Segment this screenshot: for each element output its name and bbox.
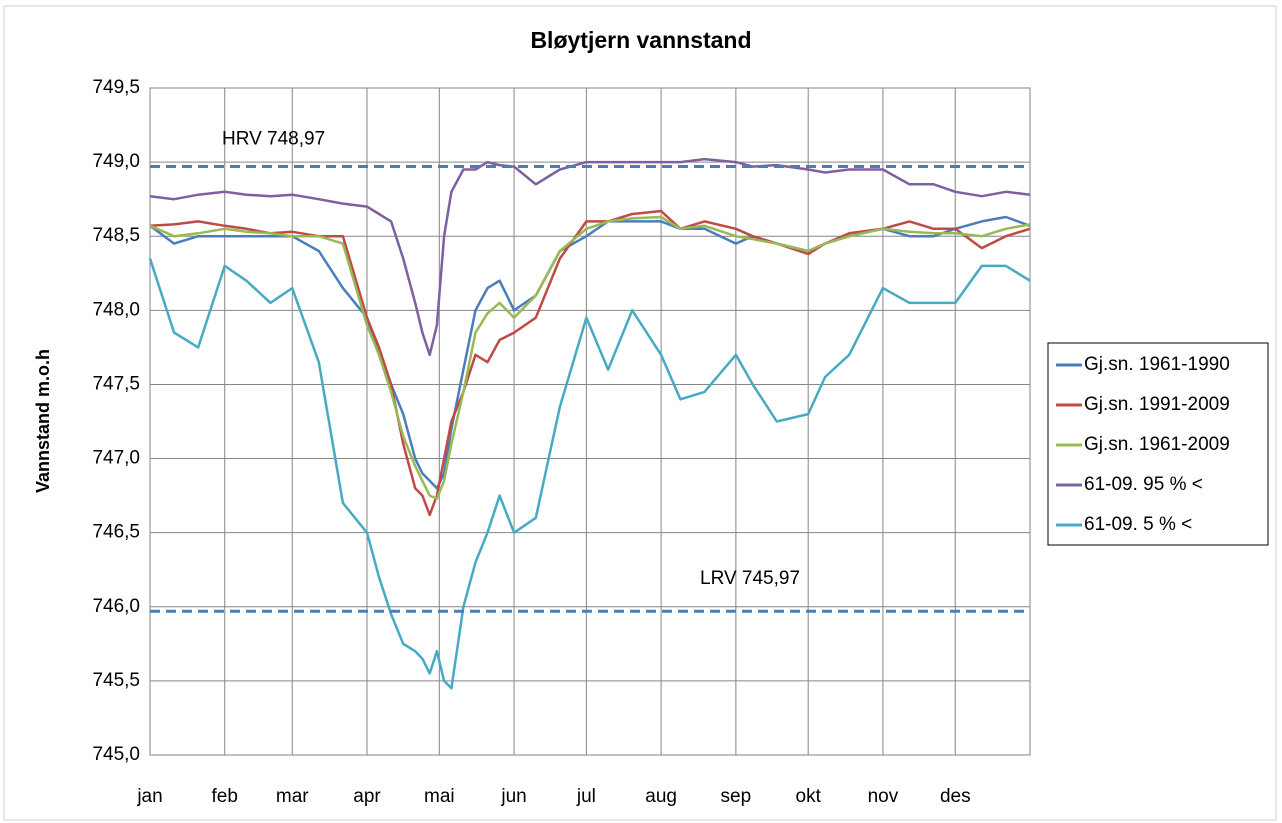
legend-label: 61-09. 95 % <	[1084, 474, 1203, 495]
x-tick-label: jun	[500, 786, 526, 807]
y-tick-label: 749,0	[92, 151, 140, 172]
y-tick-label: 745,5	[92, 670, 140, 691]
legend-label: Gj.sn. 1991-2009	[1084, 394, 1230, 415]
chart-title: Bløytjern vannstand	[530, 27, 751, 53]
x-tick-label: aug	[645, 786, 677, 807]
x-tick-label: des	[940, 786, 971, 807]
series-line	[148, 258, 1031, 690]
x-tick-label: jan	[136, 786, 162, 807]
plot-area	[149, 87, 1031, 756]
y-axis-label: Vannstand m.o.h	[33, 349, 53, 493]
x-tick-label: jul	[576, 786, 596, 807]
x-tick-label: sep	[721, 786, 752, 807]
y-tick-label: 747,0	[92, 448, 140, 469]
legend-label: Gj.sn. 1961-1990	[1084, 354, 1230, 375]
y-tick-label: 746,5	[92, 522, 140, 543]
y-tick-label: 746,0	[92, 596, 140, 617]
series-line	[149, 209, 1031, 517]
series-line	[149, 157, 1031, 357]
x-tick-label: feb	[212, 786, 238, 807]
legend-box	[1047, 342, 1269, 546]
y-tick-label: 749,5	[92, 77, 140, 98]
y-tick-label: 745,0	[92, 744, 140, 765]
x-tick-label: apr	[353, 786, 381, 807]
x-tick-label: mar	[276, 786, 309, 807]
x-tick-label: okt	[796, 786, 822, 807]
reference-label: HRV 748,97	[222, 129, 325, 150]
reference-label: LRV 745,97	[700, 568, 800, 589]
y-tick-label: 748,0	[92, 299, 140, 320]
legend-label: Gj.sn. 1961-2009	[1084, 434, 1230, 455]
x-tick-label: mai	[424, 786, 455, 807]
x-tick-label: nov	[868, 786, 899, 807]
y-tick-label: 747,5	[92, 373, 140, 394]
y-tick-label: 748,5	[92, 225, 140, 246]
legend-label: 61-09. 5 % <	[1084, 514, 1192, 535]
series-line	[149, 215, 1031, 500]
